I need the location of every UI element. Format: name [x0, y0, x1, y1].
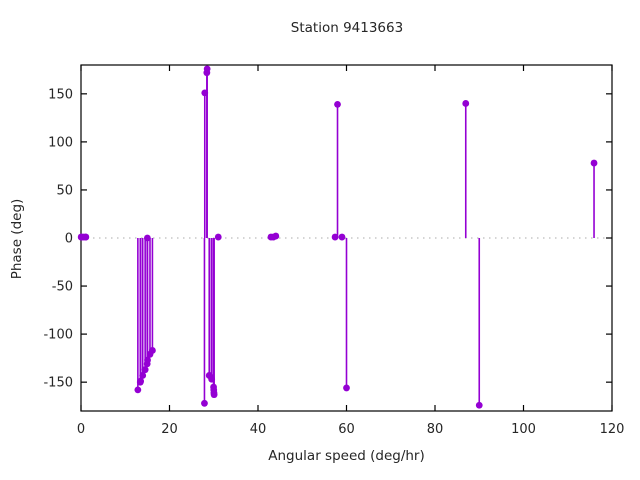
y-tick-label: 150 [48, 87, 73, 102]
data-point [144, 356, 151, 364]
x-tick-label: 80 [427, 422, 444, 437]
data-point [141, 366, 149, 374]
x-tick-label: 60 [338, 422, 355, 437]
y-tick-label: -50 [52, 280, 73, 295]
y-tick-label: 100 [48, 135, 73, 150]
data-point [462, 100, 470, 107]
data-point [272, 232, 280, 240]
x-tick-label: 120 [600, 422, 625, 437]
y-tick-label: 50 [56, 183, 73, 198]
data-point [338, 233, 346, 241]
data-point [210, 391, 218, 399]
chart-title: Station 9413663 [290, 20, 404, 36]
data-point [149, 347, 156, 354]
data-point [137, 377, 145, 385]
y-tick-label: -150 [43, 376, 73, 391]
x-tick-label: 40 [250, 422, 267, 437]
data-point [214, 233, 222, 241]
data-point [139, 372, 147, 379]
y-tick-label: -100 [43, 328, 73, 343]
data-point [203, 65, 211, 73]
data-point [334, 101, 341, 108]
x-tick-label: 20 [161, 422, 178, 437]
y-tick-label: 0 [65, 232, 73, 247]
data-point [82, 233, 90, 241]
x-tick-label: 100 [511, 422, 536, 437]
data-point [343, 384, 350, 392]
x-tick-label: 0 [77, 422, 85, 437]
data-point [201, 399, 208, 407]
data-point [590, 159, 598, 167]
data-point [134, 386, 142, 394]
x-axis-label: Angular speed (deg/hr) [268, 448, 425, 464]
data-point [475, 401, 483, 409]
